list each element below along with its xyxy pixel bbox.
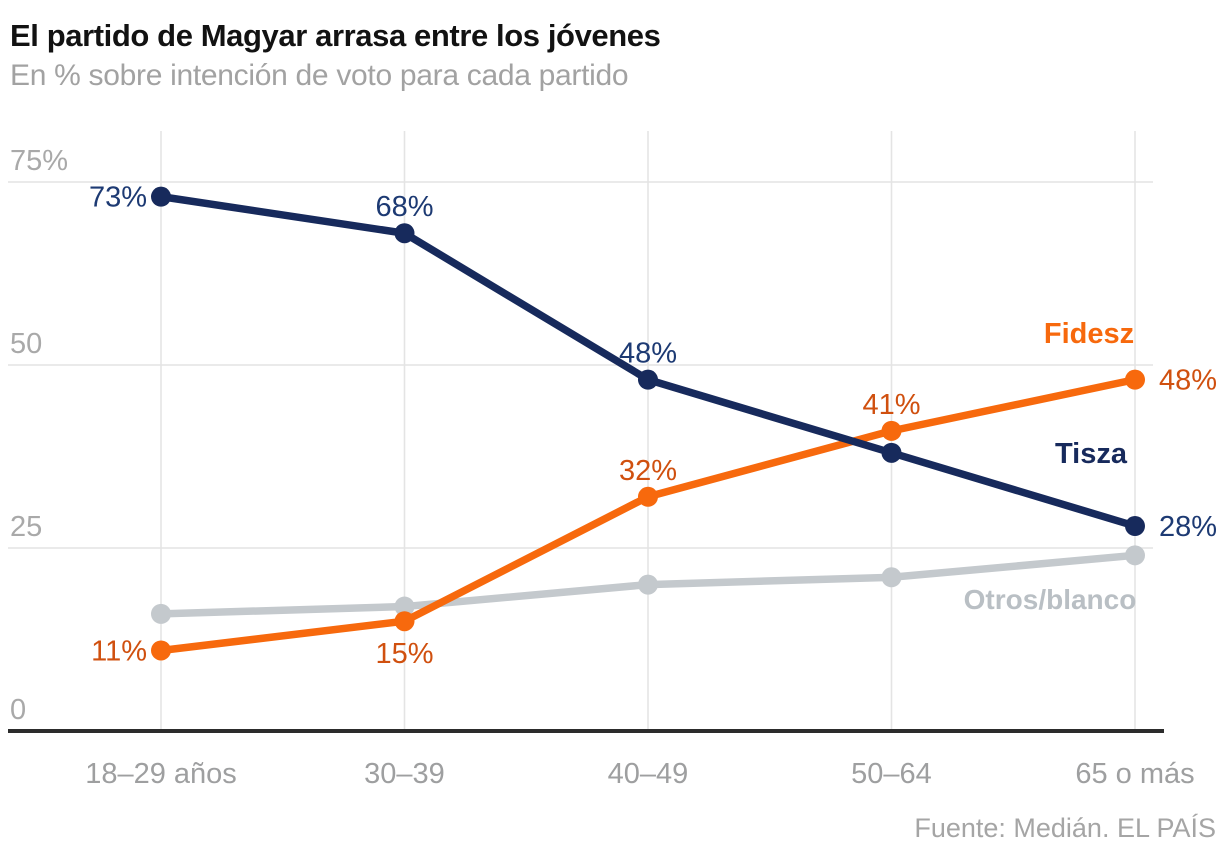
- data-point-dot: [1125, 369, 1145, 390]
- series-legend-label: Tisza: [1055, 438, 1128, 470]
- x-axis-category-label: 30–39: [364, 758, 445, 790]
- chart-subtitle: En % sobre intención de voto para cada p…: [10, 59, 629, 92]
- value-label: 41%: [862, 389, 920, 421]
- data-point-dot: [638, 486, 658, 507]
- value-label: 73%: [89, 182, 147, 214]
- value-label: 32%: [619, 455, 677, 487]
- value-label: 28%: [1159, 511, 1217, 543]
- y-axis-tick-label: 25: [10, 511, 42, 543]
- value-label: 48%: [619, 338, 677, 370]
- series-legend-label: Otros/blanco: [964, 584, 1137, 615]
- value-label: 15%: [375, 638, 433, 670]
- data-point-dot: [881, 442, 902, 463]
- data-point-dot: [394, 611, 415, 632]
- data-point-dot: [881, 420, 902, 441]
- x-axis-category-label: 50–64: [851, 758, 932, 790]
- x-axis-category-label: 40–49: [608, 758, 689, 790]
- x-axis-category-label: 65 o más: [1075, 758, 1194, 790]
- data-point-dot: [638, 574, 658, 595]
- y-axis-tick-label: 75%: [10, 145, 68, 177]
- data-point-dot: [151, 603, 171, 624]
- chart-title: El partido de Magyar arrasa entre los jó…: [10, 18, 661, 53]
- data-point-dot: [1125, 516, 1145, 537]
- y-axis-tick-label: 0: [10, 694, 26, 726]
- x-axis-category-label: 18–29 años: [85, 758, 237, 790]
- data-point-dot: [151, 640, 171, 661]
- value-label: 11%: [91, 635, 147, 667]
- data-point-dot: [1125, 545, 1145, 566]
- source-credit: Fuente: Medián. EL PAÍS: [914, 813, 1216, 843]
- y-axis-tick-label: 50: [10, 328, 42, 360]
- data-point-dot: [151, 186, 171, 207]
- data-point-dot: [881, 567, 902, 588]
- value-label: 68%: [375, 191, 433, 223]
- data-point-dot: [394, 223, 415, 244]
- data-point-dot: [394, 596, 415, 617]
- value-label: 48%: [1159, 365, 1217, 397]
- series-legend-label: Fidesz: [1044, 318, 1134, 350]
- data-point-dot: [638, 369, 658, 390]
